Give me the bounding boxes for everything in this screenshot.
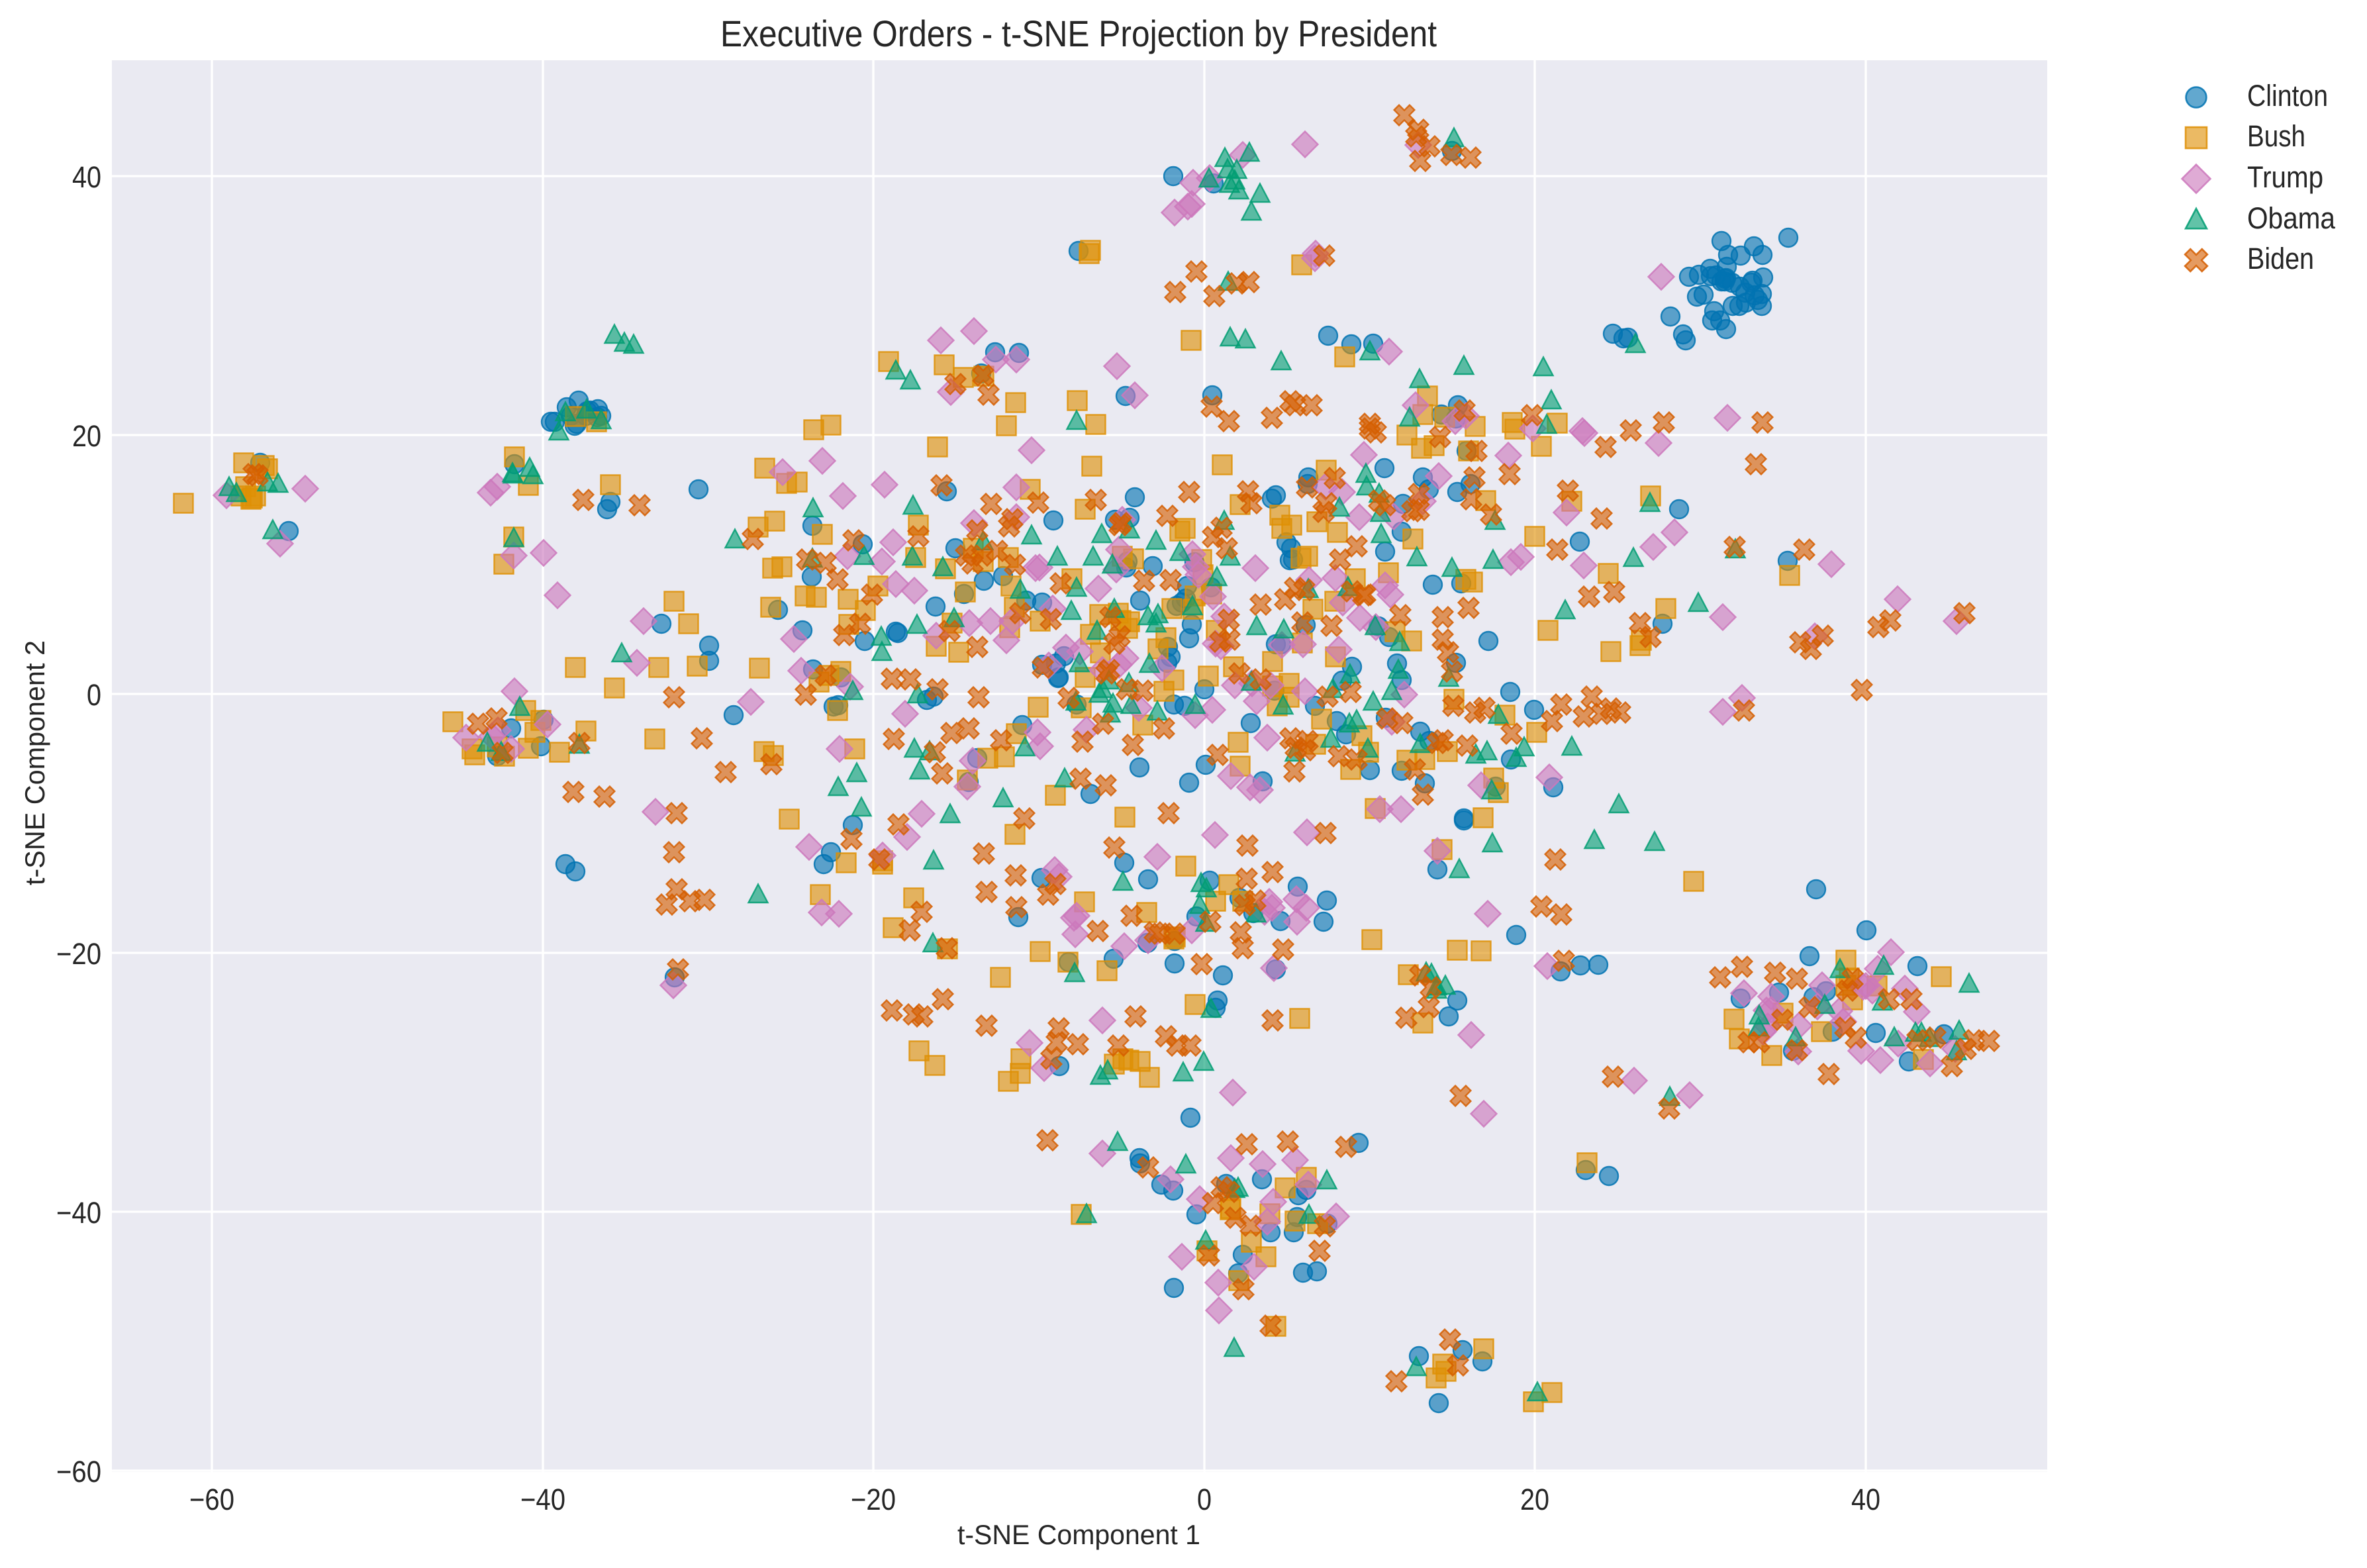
svg-text:20: 20 <box>1520 1483 1549 1516</box>
svg-text:−40: −40 <box>520 1483 565 1516</box>
svg-text:Bush: Bush <box>2247 119 2305 153</box>
svg-text:40: 40 <box>1851 1483 1880 1516</box>
svg-text:Biden: Biden <box>2247 242 2314 275</box>
svg-text:Obama: Obama <box>2247 201 2336 235</box>
svg-text:−20: −20 <box>56 937 101 971</box>
svg-text:t-SNE Component 2: t-SNE Component 2 <box>19 640 50 885</box>
svg-text:−60: −60 <box>189 1483 234 1516</box>
svg-text:−40: −40 <box>56 1196 101 1230</box>
svg-text:20: 20 <box>72 419 101 453</box>
svg-text:Clinton: Clinton <box>2247 79 2328 113</box>
svg-text:−20: −20 <box>851 1483 896 1516</box>
svg-text:t-SNE Component 1: t-SNE Component 1 <box>957 1519 1200 1550</box>
svg-text:Trump: Trump <box>2247 160 2323 194</box>
svg-text:40: 40 <box>72 160 101 194</box>
svg-text:0: 0 <box>87 678 101 712</box>
svg-text:0: 0 <box>1197 1483 1212 1516</box>
svg-text:Executive Orders - t-SNE Proje: Executive Orders - t-SNE Projection by P… <box>720 13 1437 54</box>
svg-text:−60: −60 <box>56 1455 101 1489</box>
